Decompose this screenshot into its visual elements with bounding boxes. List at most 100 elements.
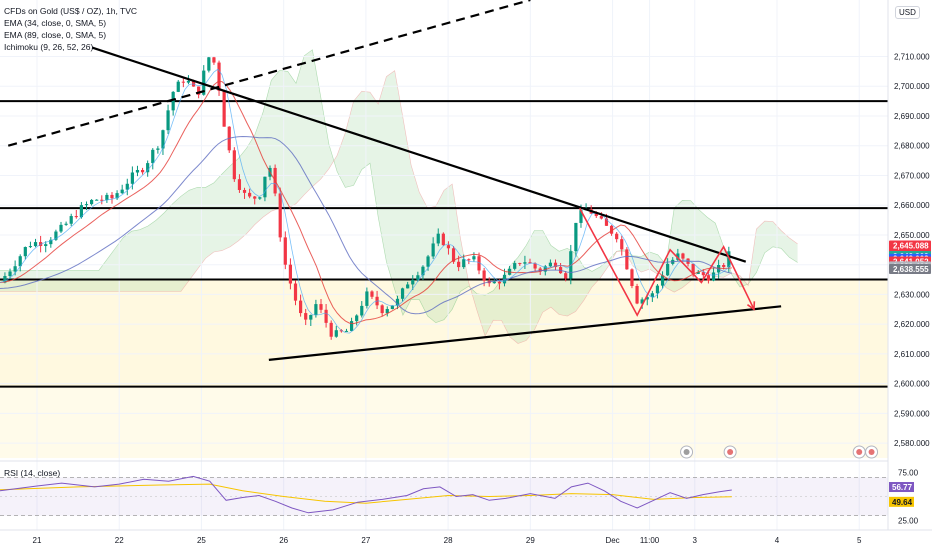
candle-body	[722, 265, 726, 267]
candle-body	[242, 189, 247, 193]
zigzag-path[interactable]	[578, 207, 755, 317]
candle-body	[655, 285, 660, 294]
candle-body	[156, 148, 160, 150]
rsi-tick-label: 25.00	[898, 516, 919, 525]
candle-body	[309, 315, 313, 320]
instrument-title: CFDs on Gold (US$ / OZ), 1h, TVC	[4, 6, 138, 16]
candle-body	[492, 281, 496, 284]
rsi-value-label: 56.77	[892, 483, 913, 492]
candle-body	[472, 256, 476, 260]
candle-body	[421, 266, 425, 276]
candle-body	[349, 321, 354, 331]
zigzag-projection[interactable]	[578, 207, 756, 317]
price-tick-label: 2,610.000	[894, 350, 930, 359]
rsi-value-box	[889, 496, 914, 507]
candle-body	[248, 192, 252, 197]
candle-body	[676, 253, 680, 260]
candle-body	[660, 275, 665, 286]
candle-body	[426, 256, 430, 267]
candle-body	[385, 308, 389, 314]
candle-body	[462, 259, 466, 268]
price-tick-label: 2,650.000	[894, 231, 930, 240]
dashed-trendline[interactable]	[7, 0, 531, 147]
time-tick-label: 28	[444, 536, 453, 545]
candle-body	[406, 284, 410, 289]
candle-body	[176, 81, 180, 92]
candle-body	[69, 216, 73, 224]
candle-body	[711, 272, 716, 281]
candle-body	[635, 286, 639, 304]
candle-body	[640, 299, 644, 304]
candle-body	[232, 150, 236, 180]
candle-body	[696, 272, 700, 274]
price-label: 2,645.088	[893, 242, 929, 251]
candle-body	[645, 297, 649, 300]
candle-body	[691, 263, 695, 274]
candle-body	[263, 176, 267, 198]
event-icon-flag-dot	[856, 449, 863, 455]
trendline[interactable]	[91, 46, 747, 263]
candle-body	[304, 313, 308, 320]
candle-body	[222, 90, 226, 127]
time-axis[interactable]: 21 22 25 26 27 28 29 Dec 11:00 3 4 5	[0, 529, 932, 550]
price-label: 2,638.555	[893, 265, 929, 274]
price-pane-background	[0, 279, 888, 458]
candle-body	[23, 247, 27, 257]
candle-body	[416, 275, 420, 280]
candle-body	[457, 261, 461, 268]
candle-body	[79, 205, 83, 218]
candle-body	[217, 62, 221, 91]
candle-body	[110, 194, 114, 199]
candle-body	[237, 179, 242, 190]
time-tick-label: 29	[526, 536, 535, 545]
trendline[interactable]	[268, 305, 782, 361]
candle-body	[513, 263, 517, 269]
price-tick-label: 2,620.000	[894, 320, 930, 329]
candle-body	[13, 266, 17, 272]
event-icon-flag-dot	[868, 449, 875, 455]
time-tick-label: 11:00	[640, 536, 660, 545]
ichimoku-legend: Ichimoku (9, 26, 52, 26)	[4, 42, 94, 52]
price-axis[interactable]: 2,710.000 2,700.000 2,690.000 2,680.000 2,67…	[887, 0, 932, 530]
candle-body	[140, 169, 145, 173]
candle-body	[89, 199, 94, 205]
candle-body	[64, 223, 68, 225]
candle-body	[701, 272, 705, 276]
candle-body	[283, 237, 287, 265]
support-zone	[0, 279, 888, 387]
candle-body	[84, 204, 89, 206]
economic-event-icons[interactable]	[680, 445, 879, 459]
candle-body	[59, 224, 63, 232]
candle-body	[18, 256, 22, 267]
ema-lines	[0, 68, 733, 334]
candle-body	[380, 305, 384, 314]
candle-body	[681, 253, 685, 259]
ema34-line	[0, 81, 732, 325]
candle-body	[125, 183, 129, 190]
price-tick-label: 2,630.000	[894, 290, 930, 299]
candle-body	[579, 210, 583, 223]
trendlines[interactable]	[7, 0, 782, 361]
rsi-legend: RSI (14, close)	[4, 468, 61, 478]
candle-body	[533, 263, 537, 269]
candle-body	[395, 298, 400, 306]
candle-body	[166, 110, 170, 131]
candle-body	[436, 233, 440, 244]
candle-body	[574, 222, 578, 252]
currency-button[interactable]: USD	[895, 6, 920, 19]
candle-body	[365, 291, 369, 306]
candle-body	[293, 283, 298, 301]
candle-body	[553, 262, 558, 268]
candle-body	[186, 80, 191, 83]
candle-body	[100, 199, 104, 201]
candle-body	[630, 269, 634, 287]
time-tick-label: 25	[197, 536, 206, 545]
grid-lines	[0, 0, 888, 530]
time-tick-label: Dec	[605, 536, 619, 545]
price-tick-label: 2,580.000	[894, 439, 930, 448]
candle-body	[334, 330, 338, 337]
price-tick-label: 2,600.000	[894, 380, 930, 389]
candle-body	[502, 274, 507, 284]
candle-body	[344, 330, 349, 332]
